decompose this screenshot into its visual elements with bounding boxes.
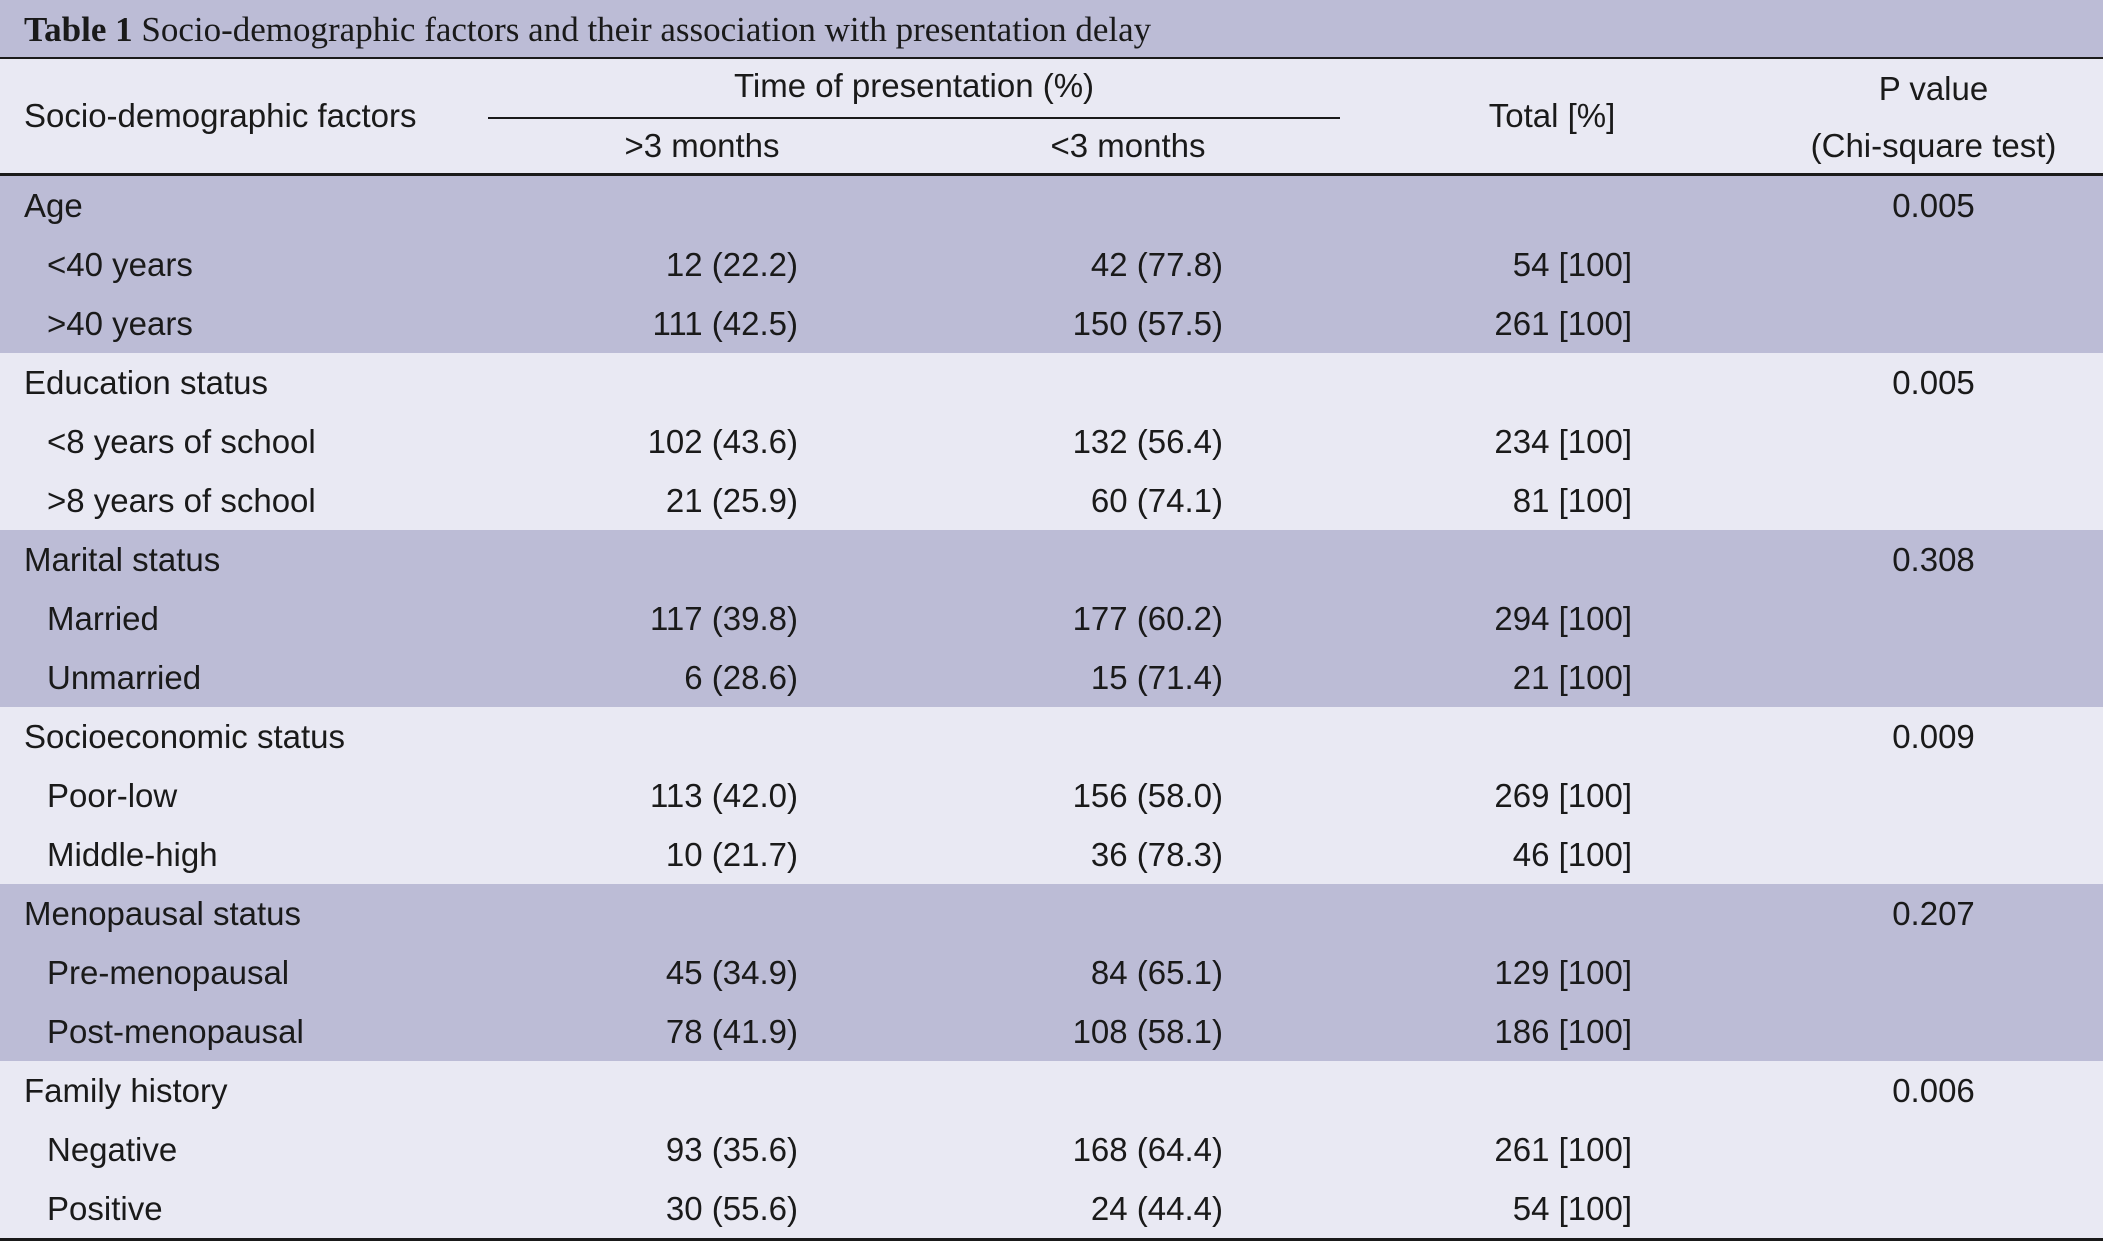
lt-3-months-cell: 60 (74.1) [1090, 482, 1223, 519]
gt-3-months-cell: 21 (25.9) [665, 482, 798, 519]
gt-3-months-cell: 117 (39.8) [650, 600, 798, 637]
caption-label: Table 1 [24, 10, 133, 49]
group-label: Family history [24, 1072, 228, 1109]
group-label: Age [24, 187, 83, 224]
total-cell: 54 [100] [1512, 1190, 1632, 1227]
table-header: Socio-demographic factors Time of presen… [0, 59, 2103, 176]
row-label: Married [47, 600, 159, 637]
header-p-value: P value [1878, 70, 1989, 107]
total-cell: 294 [100] [1494, 600, 1632, 637]
row-label: Post-menopausal [47, 1013, 304, 1050]
row-label: <8 years of school [47, 423, 316, 460]
group-row: Family history 0.006 [0, 1061, 2103, 1120]
gt-3-months-cell: 102 (43.6) [647, 423, 798, 460]
total-cell: 261 [100] [1494, 305, 1632, 342]
total-cell: 269 [100] [1494, 777, 1632, 814]
lt-3-months-cell: 84 (65.1) [1090, 954, 1223, 991]
gt-3-months-cell: 30 (55.6) [665, 1190, 798, 1227]
caption-text: Socio-demographic factors and their asso… [132, 10, 1152, 49]
header-total: Total [%] [1488, 97, 1616, 134]
p-value-cell: 0.308 [1892, 541, 1975, 578]
table-row: Married 117 (39.8) 177 (60.2) 294 [100] [0, 589, 2103, 648]
lt-3-months-cell: 108 (58.1) [1072, 1013, 1223, 1050]
table-row: Pre-menopausal 45 (34.9) 84 (65.1) 129 [100… [0, 943, 2103, 1002]
header-lt-3-months: <3 months [1050, 127, 1206, 164]
lt-3-months-cell: 168 (64.4) [1072, 1131, 1223, 1168]
table-bottom-rule [0, 1238, 2103, 1241]
row-label: Poor-low [47, 777, 178, 814]
gt-3-months-cell: 12 (22.2) [665, 246, 798, 283]
lt-3-months-cell: 177 (60.2) [1072, 600, 1223, 637]
gt-3-months-cell: 6 (28.6) [684, 659, 798, 696]
lt-3-months-cell: 156 (58.0) [1072, 777, 1223, 814]
lt-3-months-cell: 150 (57.5) [1072, 305, 1223, 342]
total-cell: 261 [100] [1494, 1131, 1632, 1168]
lt-3-months-cell: 24 (44.4) [1090, 1190, 1223, 1227]
row-label: Negative [47, 1131, 178, 1168]
table-row: Negative 93 (35.6) 168 (64.4) 261 [100] [0, 1120, 2103, 1179]
gt-3-months-cell: 111 (42.5) [652, 305, 798, 342]
header-gt-3-months: >3 months [624, 127, 780, 164]
p-value-cell: 0.009 [1892, 718, 1975, 755]
row-label: Unmarried [47, 659, 202, 696]
total-cell: 46 [100] [1512, 836, 1632, 873]
table-row: Post-menopausal 78 (41.9) 108 (58.1) 186 [1… [0, 1002, 2103, 1061]
p-value-cell: 0.005 [1892, 187, 1975, 224]
table-row: >8 years of school 21 (25.9) 60 (74.1) 81 [… [0, 471, 2103, 530]
group-row: Age 0.005 [0, 176, 2103, 235]
lt-3-months-cell: 36 (78.3) [1090, 836, 1223, 873]
row-label: >8 years of school [47, 482, 316, 519]
lt-3-months-cell: 42 (77.8) [1090, 246, 1223, 283]
row-label: >40 years [47, 305, 193, 342]
gt-3-months-cell: 45 (34.9) [665, 954, 798, 991]
gt-3-months-cell: 113 (42.0) [650, 777, 798, 814]
p-value-cell: 0.207 [1892, 895, 1975, 932]
table-row: Poor-low 113 (42.0) 156 (58.0) 269 [100] [0, 766, 2103, 825]
table-caption: Table 1 Socio-demographic factors and th… [0, 0, 2103, 59]
group-label: Education status [24, 364, 268, 401]
total-cell: 186 [100] [1494, 1013, 1632, 1050]
table-row: Unmarried 6 (28.6) 15 (71.4) 21 [100] [0, 648, 2103, 707]
table-row: Positive 30 (55.6) 24 (44.4) 54 [100] [0, 1179, 2103, 1238]
row-label: <40 years [47, 246, 193, 283]
total-cell: 81 [100] [1512, 482, 1632, 519]
total-cell: 21 [100] [1512, 659, 1632, 696]
lt-3-months-cell: 15 (71.4) [1090, 659, 1223, 696]
row-label: Middle-high [47, 836, 218, 873]
table-row: <8 years of school 102 (43.6) 132 (56.4) 23… [0, 412, 2103, 471]
group-row: Socioeconomic status 0.009 [0, 707, 2103, 766]
gt-3-months-cell: 10 (21.7) [665, 836, 798, 873]
total-cell: 234 [100] [1494, 423, 1632, 460]
group-row: Education status 0.005 [0, 353, 2103, 412]
header-group-rule [488, 117, 1340, 119]
group-row: Marital status 0.308 [0, 530, 2103, 589]
table-row: Middle-high 10 (21.7) 36 (78.3) 46 [100] [0, 825, 2103, 884]
p-value-cell: 0.006 [1892, 1072, 1975, 1109]
row-label: Pre-menopausal [47, 954, 290, 991]
header-factors: Socio-demographic factors [24, 97, 417, 134]
table-row: <40 years 12 (22.2) 42 (77.8) 54 [100] [0, 235, 2103, 294]
table-body: Age 0.005 <40 years 12 (22.2) 42 (77.8) 54 [1… [0, 176, 2103, 1238]
p-value-cell: 0.005 [1892, 364, 1975, 401]
group-label: Socioeconomic status [24, 718, 345, 755]
total-cell: 54 [100] [1512, 246, 1632, 283]
header-chi-square: (Chi-square test) [1810, 127, 2057, 164]
gt-3-months-cell: 93 (35.6) [665, 1131, 798, 1168]
group-row: Menopausal status 0.207 [0, 884, 2103, 943]
header-time-of-presentation: Time of presentation (%) [733, 67, 1095, 104]
total-cell: 129 [100] [1494, 954, 1632, 991]
table-row: >40 years 111 (42.5) 150 (57.5) 261 [100] [0, 294, 2103, 353]
group-label: Menopausal status [24, 895, 302, 932]
group-label: Marital status [24, 541, 221, 578]
lt-3-months-cell: 132 (56.4) [1072, 423, 1223, 460]
row-label: Positive [47, 1190, 163, 1227]
gt-3-months-cell: 78 (41.9) [665, 1013, 798, 1050]
